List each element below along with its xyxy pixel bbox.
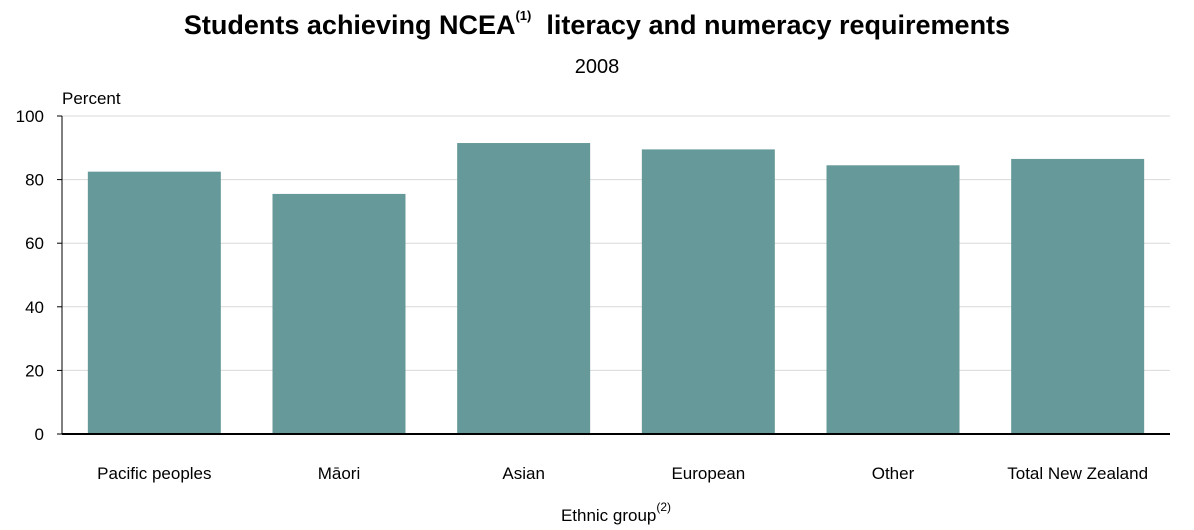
bar (87, 171, 221, 434)
y-tick-label: 60 (25, 234, 44, 253)
bar (457, 143, 591, 434)
x-tick-label: Asian (502, 464, 545, 483)
x-tick-label: European (671, 464, 745, 483)
bar (1011, 158, 1145, 434)
x-axis-label-text: Ethnic group (561, 506, 656, 525)
y-axis-label: Percent (62, 89, 121, 108)
x-axis-label-footnote: (2) (656, 500, 671, 514)
x-axis-label: Ethnic group(2) (561, 500, 671, 525)
y-tick-label: 100 (16, 107, 44, 126)
x-tick-label: Māori (318, 464, 361, 483)
x-tick-label: Other (872, 464, 915, 483)
x-tick-label: Total New Zealand (1007, 464, 1148, 483)
chart-subtitle: 2008 (574, 56, 620, 78)
bar (272, 193, 406, 434)
bar (641, 149, 775, 434)
chart-title: Students achieving NCEA(1) literacy and … (0, 8, 1194, 41)
y-tick-label: 0 (35, 425, 44, 444)
y-tick-label: 80 (25, 171, 44, 190)
x-tick-label: Pacific peoples (97, 464, 211, 483)
bar (826, 165, 960, 435)
chart-title-rest: literacy and numeracy requirements (546, 10, 1011, 40)
y-tick-label: 20 (25, 361, 44, 380)
chart-title-main: Students achieving NCEA (183, 10, 516, 40)
y-tick-label: 40 (25, 298, 44, 317)
chart-title-footnote: (1) (515, 8, 532, 23)
